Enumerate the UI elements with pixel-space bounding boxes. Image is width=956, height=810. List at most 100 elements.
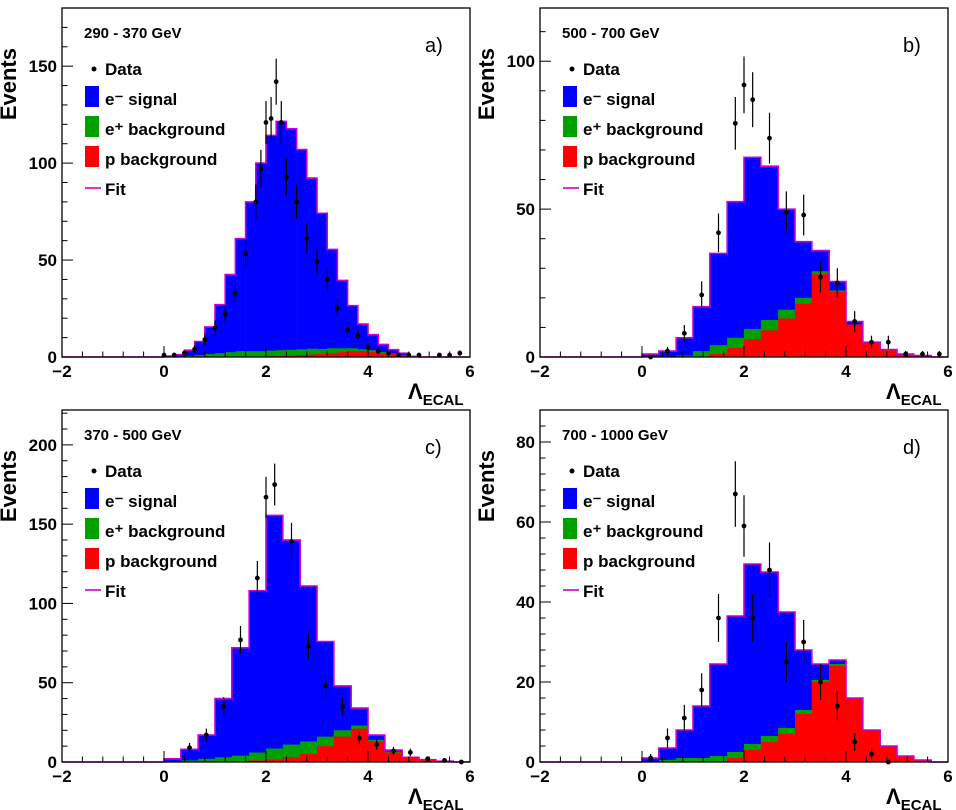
proton-bar bbox=[388, 354, 399, 357]
data-point bbox=[243, 251, 249, 257]
data-point bbox=[192, 346, 198, 352]
signal-bar bbox=[760, 166, 779, 357]
x-axis-subscript: ECAL bbox=[423, 797, 464, 810]
signal-bar bbox=[215, 698, 233, 762]
positron-bar bbox=[709, 756, 728, 762]
positron-bar bbox=[676, 355, 694, 357]
signal-bar bbox=[184, 350, 195, 357]
legend-data-marker bbox=[569, 66, 575, 72]
y-tick-label: 150 bbox=[29, 57, 57, 76]
legend: Data e⁻ signal e⁺ background p background Fi… bbox=[563, 462, 703, 601]
proton-bar bbox=[282, 757, 301, 762]
data-point bbox=[783, 659, 789, 665]
data-point bbox=[681, 715, 687, 721]
data-point bbox=[783, 209, 789, 215]
signal-bar bbox=[180, 749, 199, 762]
x-axis-subscript: ECAL bbox=[901, 392, 942, 409]
data-point bbox=[355, 333, 361, 339]
data-point bbox=[278, 119, 284, 125]
proton-bar bbox=[286, 355, 297, 357]
data-point bbox=[732, 491, 738, 497]
x-axis-symbol: Λ bbox=[408, 379, 423, 404]
positron-bar bbox=[225, 352, 236, 357]
data-point bbox=[699, 292, 705, 298]
y-tick-label: 0 bbox=[48, 348, 57, 367]
x-tick-label: 2 bbox=[739, 362, 748, 381]
proton-bar bbox=[709, 354, 728, 357]
signal-bar bbox=[198, 735, 216, 762]
data-point bbox=[294, 199, 299, 205]
data-point bbox=[750, 615, 756, 621]
proton-bar bbox=[880, 746, 898, 762]
signal-bar bbox=[317, 213, 328, 357]
data-point bbox=[407, 750, 413, 755]
signal-bar bbox=[249, 590, 267, 762]
signal-bar bbox=[347, 305, 359, 357]
positron-bar bbox=[266, 350, 277, 357]
positron-bar bbox=[231, 755, 250, 762]
signal-bar bbox=[368, 334, 379, 357]
x-tick-label: 0 bbox=[637, 767, 646, 786]
signal-bar bbox=[231, 647, 250, 762]
legend-swatch bbox=[85, 488, 99, 509]
data-point bbox=[801, 639, 807, 645]
proton-bar bbox=[862, 342, 881, 357]
signal-bar bbox=[388, 349, 399, 357]
panel-tag: b) bbox=[903, 35, 921, 57]
legend-label: e⁻ signal bbox=[583, 90, 655, 109]
legend-swatch bbox=[563, 488, 577, 509]
data-point bbox=[375, 348, 381, 354]
legend-label: e⁻ signal bbox=[105, 492, 177, 511]
data-point bbox=[305, 643, 311, 649]
legend-fit-label: Fit bbox=[583, 180, 604, 199]
positron-bar bbox=[306, 348, 318, 357]
proton-bar bbox=[880, 349, 898, 357]
x-tick-label: 2 bbox=[261, 767, 270, 786]
data-point bbox=[396, 352, 401, 358]
data-point bbox=[374, 742, 380, 747]
signal-bar bbox=[709, 253, 728, 357]
positron-bar bbox=[204, 354, 216, 357]
proton-bar bbox=[317, 746, 335, 762]
data-point bbox=[314, 259, 320, 265]
signal-bar bbox=[194, 341, 206, 357]
fit-line bbox=[62, 514, 470, 763]
legend-fit-label: Fit bbox=[105, 582, 126, 601]
legend: Data e⁻ signal e⁺ background p background Fi… bbox=[85, 60, 225, 199]
legend-label: e⁺ background bbox=[583, 120, 703, 139]
legend-swatch bbox=[85, 548, 99, 569]
x-axis-subscript: ECAL bbox=[423, 392, 464, 409]
data-point bbox=[936, 351, 942, 357]
proton-bar bbox=[913, 760, 932, 762]
signal-bar bbox=[693, 306, 711, 357]
proton-bar bbox=[384, 752, 403, 762]
legend-data-label: Data bbox=[583, 60, 620, 79]
y-axis-title: Events bbox=[474, 450, 499, 522]
x-tick-label: 0 bbox=[159, 362, 168, 381]
proton-bar bbox=[811, 274, 830, 357]
data-point bbox=[801, 212, 807, 218]
x-tick-label: 4 bbox=[841, 767, 851, 786]
data-point bbox=[345, 327, 350, 333]
y-axis-title: Events bbox=[0, 450, 21, 522]
legend-label: e⁻ signal bbox=[105, 90, 177, 109]
signal-bar bbox=[282, 540, 301, 762]
proton-bar bbox=[727, 758, 745, 762]
positron-bar bbox=[249, 752, 267, 762]
x-tick-label: −2 bbox=[52, 362, 71, 381]
x-axis-symbol: Λ bbox=[886, 379, 901, 404]
fit-line bbox=[62, 120, 470, 358]
positron-bar bbox=[286, 349, 297, 357]
proton-bar bbox=[862, 730, 881, 762]
data-point bbox=[416, 352, 422, 358]
proton-bar bbox=[778, 318, 796, 357]
legend-swatch bbox=[85, 518, 99, 539]
legend-swatch bbox=[85, 116, 99, 137]
data-point bbox=[834, 703, 840, 709]
x-tick-label: 6 bbox=[943, 362, 952, 381]
positron-bar bbox=[693, 351, 711, 357]
data-point bbox=[741, 523, 747, 529]
